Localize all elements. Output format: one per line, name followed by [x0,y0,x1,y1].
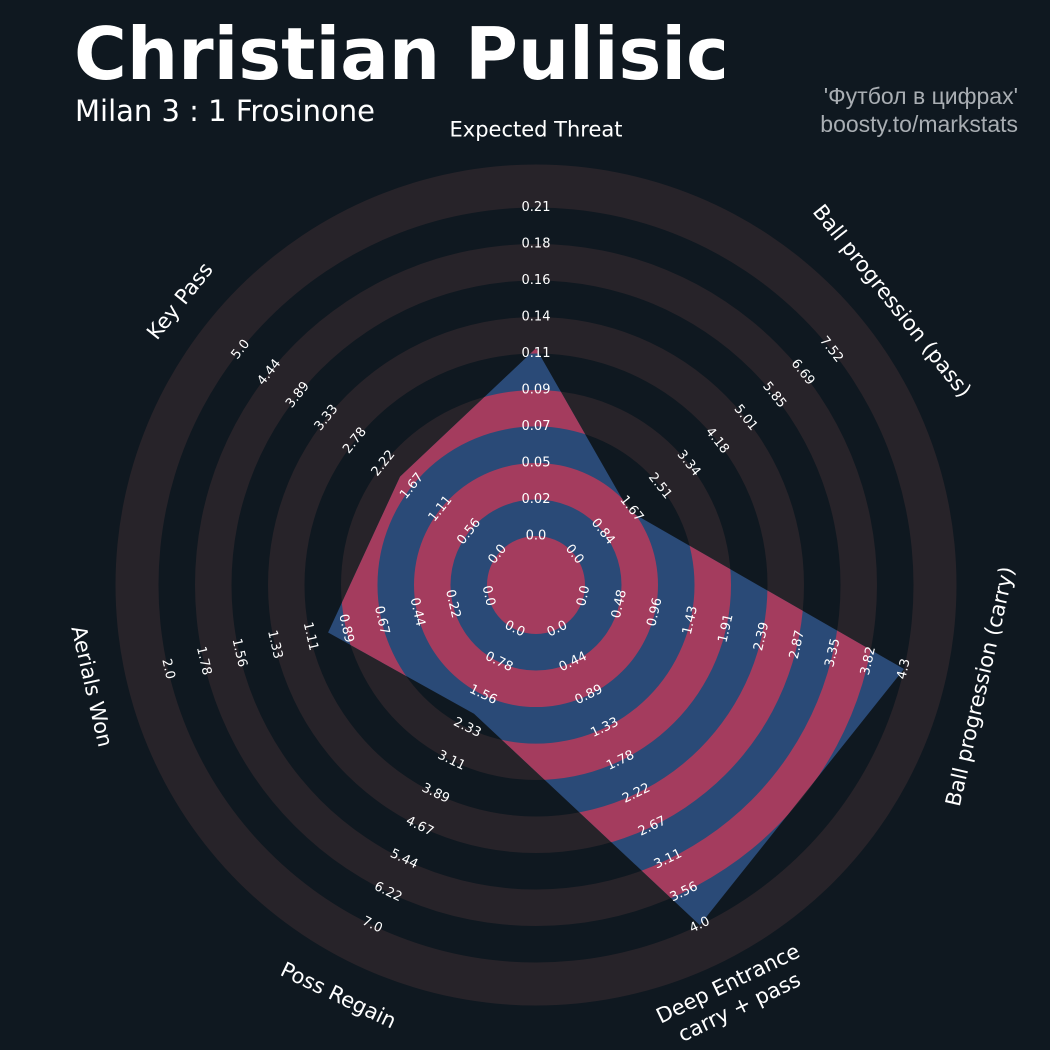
tick-label: 0.44 [407,596,428,628]
tick-label: 1.91 [716,613,737,645]
credit-line-url: boosty.to/markstats [820,111,1018,137]
player-name-title: Christian Pulisic [74,12,729,96]
credit-block: 'Футбол в цифрах' boosty.to/markstats [820,82,1018,138]
tick-label: 0.89 [335,613,356,645]
tick-label: 0.14 [522,310,551,325]
tick-label: 1.43 [680,605,701,637]
tick-label: 0.02 [522,492,551,507]
tick-label: 0.0 [574,584,593,608]
match-score-subtitle: Milan 3 : 1 Frosinone [75,94,375,128]
tick-label: 0.21 [522,200,551,215]
tick-label: 2.87 [787,629,808,661]
tick-label: 0.0 [526,529,547,544]
tick-label: 0.07 [522,419,551,434]
parameter-label: Expected Threat [450,118,623,142]
polygon-band [414,462,659,708]
tick-label: 0.48 [609,588,630,620]
tick-label: 0.05 [522,456,551,471]
tick-label: 0.96 [644,596,665,628]
tick-label: 0.67 [371,605,392,637]
tick-label: 2.39 [751,621,772,653]
tick-label: 2.0 [158,657,177,681]
parameter-label: Aerials Won [66,624,117,750]
tick-label: 0.16 [522,273,551,288]
tick-label: 1.11 [300,621,321,653]
credit-line-channel: 'Футбол в цифрах' [823,83,1018,109]
tick-label: 0.0 [479,584,498,608]
tick-label: 1.78 [193,645,214,677]
tick-label: 0.11 [522,346,551,361]
tick-label: 3.82 [858,645,879,677]
tick-label: 0.22 [442,588,463,620]
tick-label: 0.18 [522,237,551,252]
tick-label: 1.56 [229,637,250,669]
tick-label: 3.35 [822,637,843,669]
tick-label: 4.3 [894,657,913,681]
tick-label: 0.09 [522,383,551,398]
tick-label: 1.33 [264,629,285,661]
polygon-band [487,536,585,634]
